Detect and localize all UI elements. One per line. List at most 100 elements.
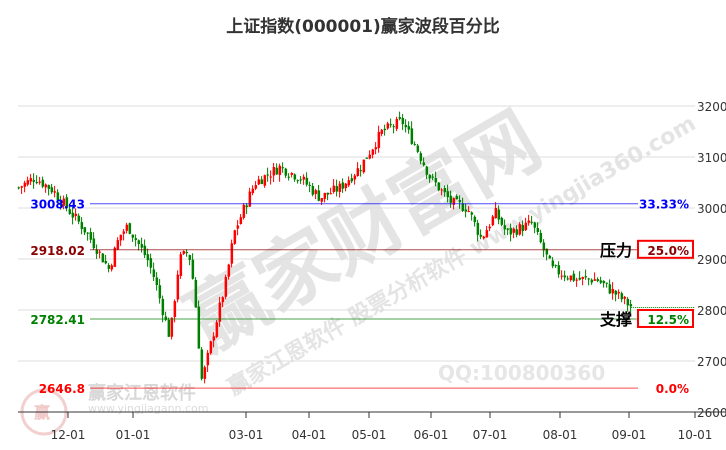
- candle-body: [509, 228, 513, 235]
- candle-body: [491, 216, 495, 226]
- level-percent-box: [637, 308, 694, 328]
- candle-body: [38, 181, 42, 183]
- candle-body: [23, 182, 27, 187]
- candle-body: [605, 282, 609, 284]
- candle-body: [584, 276, 588, 278]
- candle-body: [374, 147, 378, 150]
- candle-body: [434, 178, 438, 183]
- candle-body: [275, 167, 279, 175]
- candle-body: [590, 279, 594, 283]
- candle-body: [107, 265, 111, 269]
- candle-body: [137, 240, 141, 245]
- candle-body: [419, 153, 423, 161]
- candle-body: [611, 288, 615, 294]
- candle-body: [539, 232, 543, 243]
- x-tick-label: 12-01: [51, 428, 86, 442]
- candle-body: [536, 228, 540, 232]
- candle-body: [368, 154, 372, 159]
- candle-body: [176, 274, 180, 300]
- candle-body: [65, 197, 69, 209]
- chart-title: 上证指数(000001)赢家波段百分比: [226, 17, 500, 37]
- candle-body: [242, 204, 246, 218]
- candle-body: [164, 316, 168, 320]
- candle-body: [383, 128, 387, 131]
- candle-body: [614, 290, 618, 295]
- candle-body: [104, 260, 108, 264]
- candle-body: [308, 184, 312, 186]
- level-value-label: 2918.02: [30, 244, 85, 258]
- candle-body: [293, 174, 297, 180]
- candle-body: [392, 126, 396, 128]
- candle-body: [143, 245, 147, 256]
- candle-body: [464, 209, 468, 212]
- candle-body: [350, 178, 354, 182]
- candle-body: [452, 198, 456, 205]
- candle-body: [455, 196, 459, 200]
- candle-body: [251, 188, 255, 194]
- candle-body: [449, 195, 453, 203]
- candle-body: [224, 277, 228, 297]
- candle-body: [512, 228, 516, 233]
- candle-body: [473, 216, 477, 223]
- candle-body: [587, 278, 591, 280]
- candle-body: [542, 242, 546, 251]
- candle-body: [68, 209, 72, 214]
- y-tick-label: 3000: [697, 202, 726, 216]
- candle-body: [398, 117, 402, 119]
- candle-body: [197, 306, 201, 349]
- candle-body: [194, 279, 198, 308]
- candle-body: [56, 192, 60, 201]
- candle-body: [149, 258, 153, 268]
- candle-body: [257, 179, 261, 185]
- candle-body: [17, 187, 21, 189]
- candle-body: [134, 238, 138, 240]
- candle-body: [281, 167, 285, 169]
- candle-body: [482, 236, 486, 239]
- candle-body: [530, 221, 534, 223]
- candle-body: [470, 212, 474, 215]
- candle-body: [617, 292, 621, 294]
- candle-body: [371, 149, 375, 155]
- candle-body: [533, 222, 537, 228]
- x-tick-label: 04-01: [292, 428, 327, 442]
- candle-body: [314, 190, 318, 194]
- candle-body: [479, 234, 483, 237]
- candle-body: [248, 191, 252, 207]
- candle-body: [596, 279, 600, 282]
- candle-body: [191, 259, 195, 279]
- candle-body: [401, 118, 405, 125]
- y-tick-label: 2800: [697, 304, 726, 318]
- candle-body: [146, 254, 150, 261]
- candle-body: [551, 260, 555, 267]
- level-tag: 支撑: [599, 310, 632, 329]
- candle-body: [158, 285, 162, 299]
- candle-body: [506, 228, 510, 230]
- level-value-label: 2646.8: [39, 382, 85, 396]
- x-tick-label: 06-01: [414, 428, 449, 442]
- candle-body: [425, 166, 429, 175]
- candle-body: [386, 123, 390, 129]
- candle-body: [26, 180, 30, 185]
- candle-body: [272, 167, 276, 176]
- candle-body: [356, 168, 360, 177]
- candle-body: [500, 217, 504, 225]
- candle-body: [560, 275, 564, 277]
- candle-body: [209, 341, 213, 354]
- candle-body: [608, 284, 612, 294]
- candle-body: [245, 205, 249, 208]
- candle-body: [353, 175, 357, 180]
- level-percent-label: 25.0%: [647, 244, 689, 258]
- candle-body: [77, 215, 81, 222]
- candle-body: [59, 200, 63, 206]
- candle-body: [203, 367, 207, 379]
- candle-body: [545, 248, 549, 255]
- candle-body: [338, 183, 342, 192]
- candle-body: [230, 243, 234, 264]
- candle-body: [344, 183, 348, 189]
- candle-body: [443, 187, 447, 193]
- candle-body: [572, 273, 576, 281]
- candle-body: [359, 170, 363, 172]
- candle-body: [71, 212, 75, 218]
- y-tick-label: 2700: [697, 355, 726, 369]
- candle-body: [152, 269, 156, 278]
